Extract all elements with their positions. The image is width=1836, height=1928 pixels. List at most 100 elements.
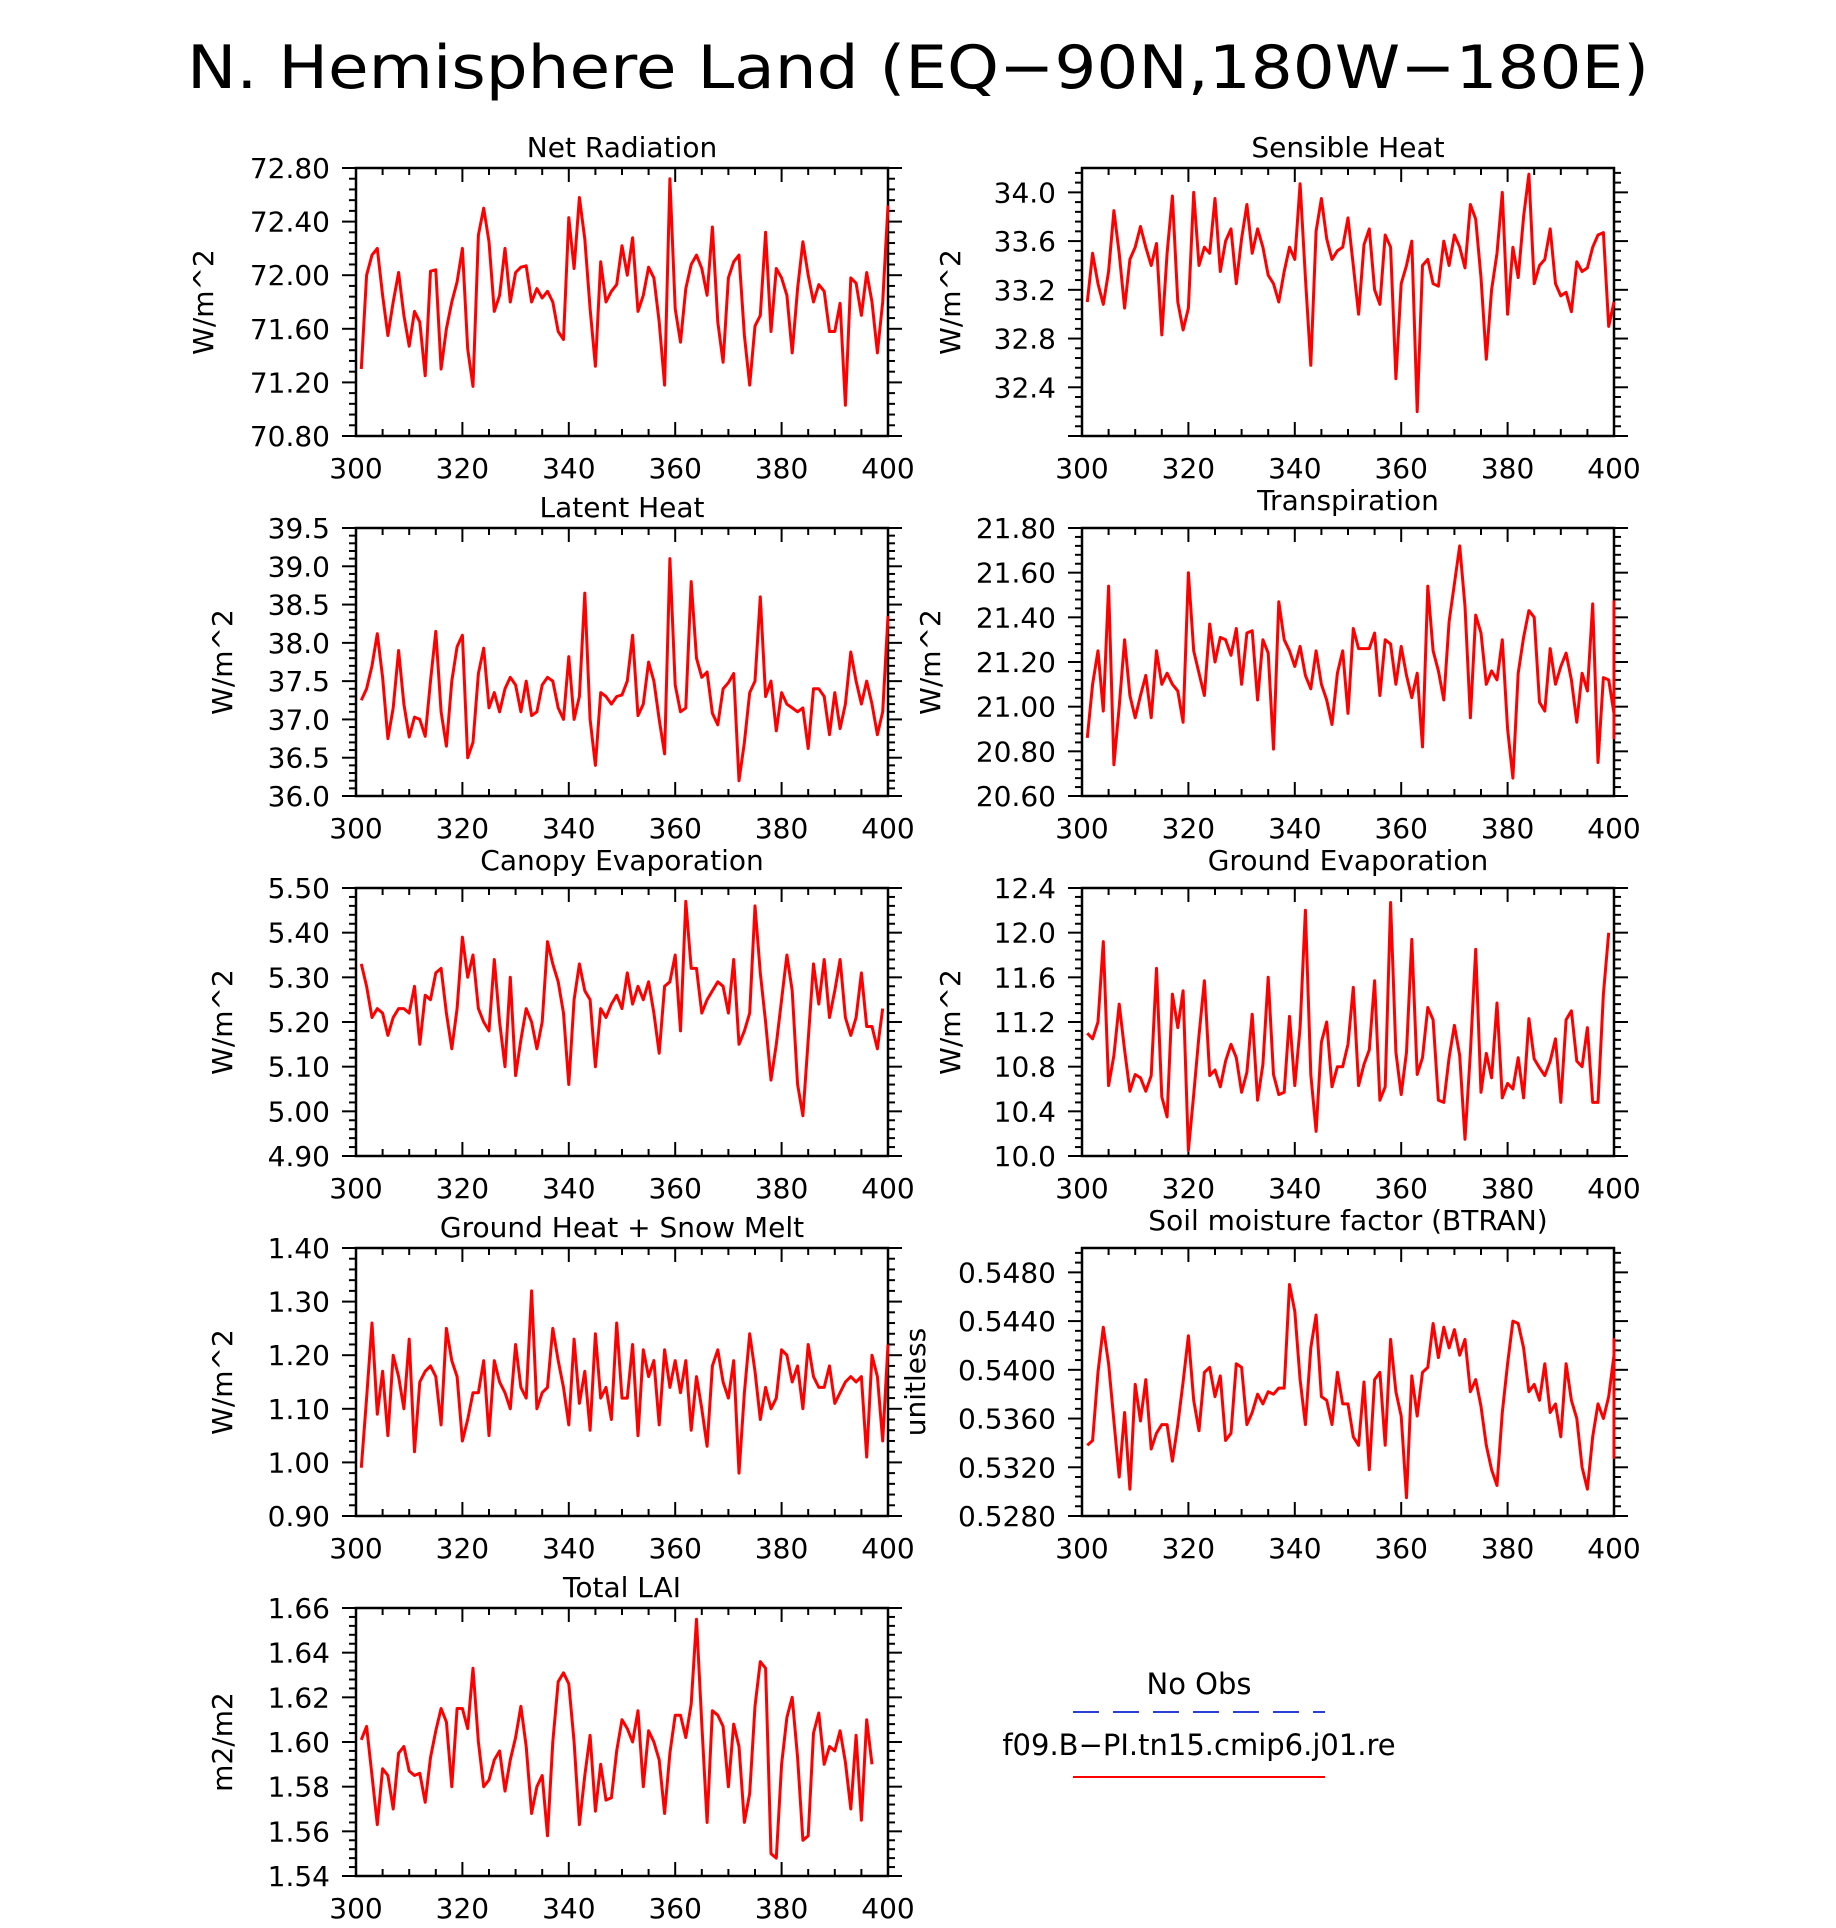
y-axis-label: W/m^2 [206, 969, 239, 1075]
panel-title: Net Radiation [527, 131, 717, 164]
y-axis-label: W/m^2 [187, 249, 220, 355]
x-tick-label: 340 [542, 1532, 595, 1565]
y-tick-label: 20.80 [976, 735, 1056, 768]
x-tick-label: 400 [861, 1172, 914, 1205]
y-axis-label: unitless [899, 1328, 932, 1436]
panel-4: Canopy Evaporation W/m^2 300 320 340 360 380 40… [206, 844, 915, 1205]
panel-title: Soil moisture factor (BTRAN) [1148, 1204, 1547, 1237]
x-tick-label: 300 [1055, 1532, 1108, 1565]
y-tick-label: 32.4 [994, 371, 1056, 404]
x-tick-label: 360 [648, 1172, 701, 1205]
x-tick-label: 360 [1374, 1532, 1427, 1565]
series-line [1086, 1283, 1616, 1500]
y-tick-label: 21.40 [976, 601, 1056, 634]
y-axis-label: W/m^2 [206, 609, 239, 715]
y-axis-label: W/m^2 [934, 249, 967, 355]
y-tick-label: 72.00 [250, 259, 330, 292]
x-tick-label: 380 [755, 1892, 808, 1925]
x-tick-label: 300 [329, 452, 382, 485]
y-tick-label: 71.60 [250, 313, 330, 346]
y-tick-label: 38.5 [268, 589, 330, 622]
y-tick-label: 0.5480 [958, 1256, 1056, 1289]
y-tick-label: 1.62 [268, 1681, 330, 1714]
x-tick-label: 400 [1587, 452, 1640, 485]
x-tick-label: 360 [648, 1532, 701, 1565]
x-tick-label: 300 [1055, 812, 1108, 845]
y-tick-label: 1.20 [268, 1339, 330, 1372]
x-tick-label: 320 [436, 812, 489, 845]
y-tick-label: 36.0 [268, 780, 330, 813]
x-tick-label: 300 [329, 1532, 382, 1565]
y-tick-label: 1.66 [268, 1592, 330, 1625]
x-tick-label: 320 [436, 1892, 489, 1925]
x-tick-label: 320 [1162, 812, 1215, 845]
y-tick-label: 20.60 [976, 780, 1056, 813]
y-tick-label: 1.64 [268, 1637, 330, 1670]
y-tick-label: 33.6 [994, 225, 1056, 258]
series-line [359, 557, 890, 783]
x-tick-label: 400 [861, 452, 914, 485]
plot-frame [1080, 166, 1616, 438]
y-tick-label: 1.30 [268, 1286, 330, 1319]
x-tick-label: 340 [542, 1892, 595, 1925]
y-tick-label: 70.80 [250, 420, 330, 453]
x-tick-label: 340 [542, 812, 595, 845]
x-tick-label: 300 [329, 812, 382, 845]
legend-model-label: f09.B−PI.tn15.cmip6.j01.re [1002, 1728, 1395, 1762]
x-tick-label: 320 [1162, 1172, 1215, 1205]
y-tick-label: 37.5 [268, 665, 330, 698]
y-tick-label: 33.2 [994, 274, 1056, 307]
series-line [1086, 901, 1611, 1152]
y-tick-label: 0.5280 [958, 1500, 1056, 1533]
y-tick-label: 1.60 [268, 1726, 330, 1759]
x-tick-label: 340 [542, 1172, 595, 1205]
y-tick-label: 36.5 [268, 742, 330, 775]
legend: No Obs f09.B−PI.tn15.cmip6.j01.re [1002, 1667, 1396, 1778]
panel-title: Transpiration [1256, 484, 1439, 517]
y-axis-label: W/m^2 [934, 969, 967, 1075]
x-tick-label: 320 [1162, 1532, 1215, 1565]
y-tick-label: 1.10 [268, 1393, 330, 1426]
y-tick-label: 12.0 [994, 917, 1056, 950]
panel-3: Transpiration W/m^2 300 320 340 360 380 400 20.6… [914, 484, 1641, 845]
y-tick-label: 10.8 [994, 1051, 1056, 1084]
y-tick-label: 1.54 [268, 1860, 330, 1893]
y-tick-label: 32.8 [994, 323, 1056, 356]
panel-2: Latent Heat W/m^2 300 320 340 360 380 400 36.0 36… [206, 491, 915, 845]
y-tick-label: 72.80 [250, 152, 330, 185]
x-tick-label: 380 [1481, 452, 1534, 485]
y-axis-label: m2/m2 [206, 1692, 239, 1792]
x-tick-label: 360 [1374, 812, 1427, 845]
y-tick-label: 10.0 [994, 1140, 1056, 1173]
y-tick-label: 5.30 [268, 961, 330, 994]
x-tick-label: 400 [861, 1532, 914, 1565]
panel-6: Ground Heat + Snow Melt W/m^2 300 320 340 360… [206, 1211, 915, 1565]
y-tick-label: 11.6 [994, 961, 1056, 994]
x-tick-label: 320 [436, 1172, 489, 1205]
x-tick-label: 360 [648, 1892, 701, 1925]
y-tick-label: 0.5320 [958, 1451, 1056, 1484]
y-tick-label: 11.2 [994, 1006, 1056, 1039]
panel-title: Ground Heat + Snow Melt [440, 1211, 804, 1244]
y-tick-label: 1.00 [268, 1446, 330, 1479]
y-tick-label: 72.40 [250, 206, 330, 239]
panel-title: Ground Evaporation [1208, 844, 1489, 877]
y-tick-label: 39.5 [268, 512, 330, 545]
y-tick-label: 39.0 [268, 550, 330, 583]
panel-8: Total LAI m2/m2 300 320 340 360 380 400 1.54 1.56… [206, 1571, 915, 1925]
x-tick-label: 380 [1481, 812, 1534, 845]
x-tick-label: 320 [1162, 452, 1215, 485]
panel-0: Net Radiation W/m^2 300 320 340 360 380 400 70.8… [187, 131, 915, 485]
y-tick-label: 5.40 [268, 917, 330, 950]
x-tick-label: 400 [1587, 1532, 1640, 1565]
x-tick-label: 300 [1055, 452, 1108, 485]
plot-frame [1080, 1246, 1616, 1518]
x-tick-label: 380 [755, 1532, 808, 1565]
plot-frame [354, 526, 890, 798]
x-tick-label: 320 [436, 1532, 489, 1565]
y-tick-label: 21.00 [976, 691, 1056, 724]
y-tick-label: 21.60 [976, 557, 1056, 590]
x-tick-label: 300 [329, 1892, 382, 1925]
x-tick-label: 340 [1268, 452, 1321, 485]
